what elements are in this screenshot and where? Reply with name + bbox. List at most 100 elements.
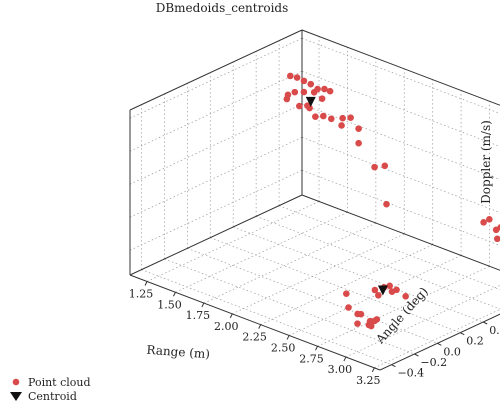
x-tick-label: 2.50 xyxy=(271,341,296,354)
point-cloud-point xyxy=(300,77,308,85)
legend: Point cloud Centroid xyxy=(10,376,91,402)
axis-box-edge xyxy=(129,194,303,276)
point-cloud-point xyxy=(300,88,308,96)
y-tick-mark xyxy=(414,353,419,357)
y-tick-mark xyxy=(391,364,396,368)
axes-layer xyxy=(129,29,500,371)
y-tick-mark xyxy=(437,342,442,346)
point-cloud-point xyxy=(326,87,334,95)
point-cloud-point xyxy=(480,219,487,226)
floor-grid-line xyxy=(203,222,377,304)
point-cloud-point xyxy=(338,122,345,129)
point-cloud-point xyxy=(497,224,500,231)
floor-grid-line xyxy=(141,269,392,365)
y-tick-mark xyxy=(460,332,465,336)
point-cloud-point xyxy=(486,215,493,223)
point-cloud-point xyxy=(312,113,319,120)
x-axis-title: Range (m) xyxy=(146,343,210,361)
point-cloud-point xyxy=(367,322,375,330)
floor-grid-line xyxy=(175,211,348,293)
point-cloud-point xyxy=(357,310,365,318)
legend-label-centroid: Centroid xyxy=(28,390,77,402)
point-cloud-point xyxy=(402,292,409,300)
point-cloud-point xyxy=(318,95,326,102)
floor-grid-line xyxy=(278,205,500,290)
centroid-marker xyxy=(305,96,316,107)
axis-box-edge xyxy=(301,194,500,271)
left-wall-grid-line xyxy=(129,70,303,152)
y-tick-label: 0.0 xyxy=(443,345,461,358)
x-tick-label: 3.25 xyxy=(356,374,381,387)
left-wall-grid-line xyxy=(129,103,303,185)
floor-grid-line xyxy=(187,248,438,344)
floor-grid-line xyxy=(210,237,461,333)
point-cloud-point xyxy=(320,112,327,120)
x-tick-label: 1.25 xyxy=(129,287,154,300)
point-cloud-point xyxy=(393,286,400,294)
axis-box-edge xyxy=(129,29,303,111)
point-cloud-point xyxy=(286,72,294,80)
point-cloud-point xyxy=(493,235,500,243)
back-wall-grid-line xyxy=(301,37,500,114)
x-tick-mark xyxy=(144,281,148,286)
point-cloud-point xyxy=(296,102,303,110)
point-cloud-point xyxy=(345,304,352,311)
axis-box-edge xyxy=(129,274,381,371)
z-axis-title: Doppler (m/s) xyxy=(479,120,493,204)
point-cloud-point xyxy=(310,89,318,96)
point-cloud-point xyxy=(386,282,394,290)
y-tick-label: 0.4 xyxy=(489,324,500,337)
point-cloud-point xyxy=(321,85,328,93)
point-cloud-point xyxy=(381,162,389,170)
y-tick-label: −0.2 xyxy=(420,356,447,369)
x-tick-label: 2.25 xyxy=(242,331,267,344)
x-tick-label: 2.00 xyxy=(214,320,239,333)
point-cloud-point xyxy=(375,291,382,299)
x-tick-mark xyxy=(286,335,290,340)
point-cloud-point xyxy=(371,163,378,171)
back-wall-grid-line xyxy=(301,70,500,147)
point-cloud-point xyxy=(354,320,361,327)
points-layer xyxy=(283,72,500,330)
point-cloud-point xyxy=(355,125,362,132)
ticks-layer: 1.251.50 1.752.002.25 2.502.75 3.003.25 −0.4… xyxy=(129,281,500,387)
x-tick-label: 2.75 xyxy=(299,352,324,365)
point-cloud-point xyxy=(293,74,301,81)
point-cloud-point xyxy=(343,290,350,297)
x-tick-mark xyxy=(258,324,262,329)
floor-grid-line xyxy=(233,226,484,323)
point-cloud-point xyxy=(371,286,379,294)
back-wall-grid-line xyxy=(301,136,500,213)
point-cloud-point xyxy=(307,80,315,88)
x-tick-mark xyxy=(201,302,205,308)
axis-box-edge xyxy=(379,313,500,371)
point-cloud-point xyxy=(383,200,390,208)
x-tick-label: 1.75 xyxy=(186,309,211,322)
point-cloud-point xyxy=(291,88,299,96)
legend-label-point-cloud: Point cloud xyxy=(28,376,91,389)
y-tick-label: 0.2 xyxy=(466,335,484,348)
x-tick-label: 1.50 xyxy=(157,298,182,311)
floor-grid-line xyxy=(256,216,500,310)
y-tick-label: −0.4 xyxy=(397,367,424,380)
centroid-marker xyxy=(377,285,388,296)
left-wall-grid-line xyxy=(129,136,303,218)
back-wall-grid-line xyxy=(301,169,500,246)
left-wall-grid-line xyxy=(129,169,303,251)
point-cloud-point xyxy=(304,102,311,109)
point-cloud-point xyxy=(327,115,335,123)
legend-marker-point-cloud xyxy=(12,378,20,386)
legend-marker-centroid xyxy=(10,392,22,401)
x-tick-mark xyxy=(315,346,318,351)
left-wall-grid-line xyxy=(129,37,303,119)
x-tick-mark xyxy=(229,313,233,319)
x-tick-label: 3.00 xyxy=(328,363,353,376)
y-tick-mark xyxy=(482,321,488,325)
point-cloud-point xyxy=(347,114,354,121)
point-cloud-point xyxy=(339,114,346,122)
x-tick-mark xyxy=(371,367,375,373)
x-tick-mark xyxy=(343,356,347,362)
chart-title: DBmedoids_centroids xyxy=(156,1,289,15)
y-axis-title: Angle (deg) xyxy=(373,284,431,347)
